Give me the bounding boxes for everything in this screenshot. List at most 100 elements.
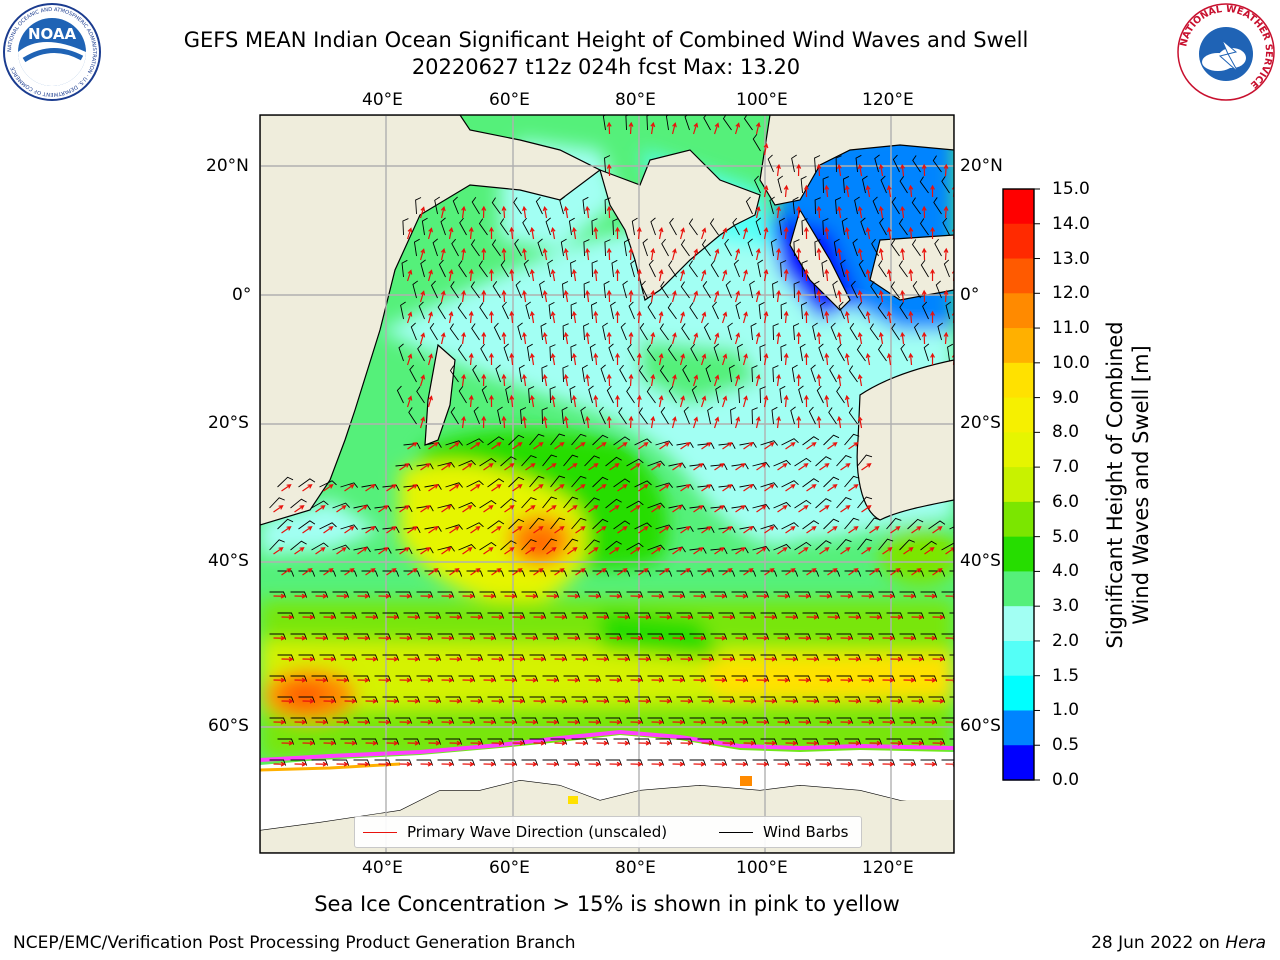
wave-direction-arrow — [900, 163, 906, 177]
wind-barb — [487, 478, 505, 488]
wind-barb — [403, 442, 421, 450]
wave-direction-arrow — [638, 526, 649, 534]
wave-direction-arrow — [281, 614, 294, 620]
wind-barb — [928, 738, 946, 745]
wave-direction-arrow — [840, 463, 851, 471]
wave-direction-arrow — [806, 698, 819, 704]
wind-barb — [353, 546, 371, 553]
wind-barb — [814, 155, 821, 173]
wave-direction-arrow — [441, 719, 454, 725]
wind-barb — [520, 407, 527, 425]
wind-barb — [731, 675, 749, 682]
wave-direction-arrow — [365, 484, 376, 492]
wind-barb — [935, 280, 942, 299]
wind-barb — [528, 386, 535, 404]
wave-direction-arrow — [848, 614, 861, 620]
wave-direction-arrow — [628, 247, 634, 261]
wave-direction-arrow — [365, 614, 378, 620]
wave-direction-arrow — [924, 635, 937, 641]
wave-direction-arrow — [294, 761, 307, 767]
wave-direction-arrow — [525, 761, 538, 767]
wind-barb — [529, 475, 545, 488]
wind-barb — [529, 738, 547, 745]
wind-barb — [689, 591, 707, 598]
wind-barb — [877, 344, 887, 362]
wave-direction-arrow — [509, 226, 515, 240]
wave-direction-arrow — [567, 593, 580, 599]
wave-direction-arrow — [756, 677, 769, 683]
wave-direction-arrow — [714, 505, 725, 513]
wave-direction-arrow — [563, 415, 569, 429]
wave-direction-arrow — [650, 121, 656, 135]
wave-direction-arrow — [930, 352, 935, 366]
wind-barb — [604, 239, 611, 257]
wave-direction-arrow — [563, 331, 569, 345]
wind-barb — [683, 406, 690, 425]
wind-barb — [802, 612, 820, 619]
wave-direction-arrow — [470, 526, 481, 534]
colorbar-swatch — [1003, 258, 1034, 294]
wind-barb — [563, 538, 579, 551]
wind-barb — [730, 407, 737, 425]
wave-direction-arrow — [806, 740, 819, 746]
wind-barb — [290, 591, 308, 598]
wind-barb — [269, 633, 287, 640]
wind-barb — [424, 738, 442, 745]
wave-direction-arrow — [636, 226, 642, 240]
wave-direction-arrow — [679, 395, 685, 408]
wave-direction-arrow — [882, 761, 895, 767]
wave-direction-arrow — [836, 331, 842, 345]
wave-direction-arrow — [816, 415, 822, 429]
wave-direction-arrow — [827, 526, 838, 534]
wind-barb — [290, 633, 308, 640]
wave-direction-arrow — [344, 614, 357, 620]
wind-barb — [550, 738, 568, 745]
wave-direction-arrow — [462, 719, 475, 725]
wind-barb — [668, 675, 686, 682]
wave-direction-arrow — [504, 677, 517, 683]
wind-barb — [793, 281, 800, 299]
wave-direction-arrow — [900, 289, 906, 303]
wave-direction-arrow — [546, 505, 557, 513]
wave-direction-arrow — [869, 614, 882, 620]
wind-barb — [855, 154, 862, 173]
wave-direction-arrow — [365, 740, 378, 746]
legend-item-wind-barbs: Wind Barbs — [719, 823, 848, 841]
wind-barb — [571, 696, 589, 703]
wind-barb — [550, 433, 566, 446]
wave-direction-arrow — [550, 268, 556, 282]
wind-barb — [928, 654, 946, 661]
colorbar-swatch — [1003, 675, 1034, 712]
wave-direction-arrow — [468, 268, 474, 282]
top-lon-label-100e: 100°E — [736, 90, 788, 110]
nws-logo: NATIONAL WEATHER SERVICE — [1177, 3, 1275, 101]
wave-direction-arrow — [441, 547, 452, 555]
footer-host: Hera — [1225, 933, 1266, 953]
wind-barb — [374, 591, 392, 598]
left-lat-label-0: 0° — [232, 285, 252, 305]
wind-barb — [676, 654, 694, 661]
wave-direction-arrow — [908, 226, 914, 240]
wave-direction-arrow — [575, 442, 586, 450]
wave-direction-arrow — [816, 163, 822, 177]
wind-barb — [669, 217, 677, 236]
wave-direction-arrow — [903, 635, 916, 641]
left-lat-label-40s: 40°S — [208, 551, 249, 571]
wind-barb — [277, 654, 295, 661]
wave-direction-arrow — [470, 698, 483, 704]
wind-barb — [655, 696, 673, 703]
wind-barb — [865, 570, 883, 577]
wave-direction-arrow — [900, 247, 906, 261]
wave-direction-arrow — [693, 635, 706, 641]
wind-barb — [440, 217, 446, 236]
wave-direction-arrow — [721, 311, 728, 324]
colorbar-swatch — [1003, 745, 1034, 781]
wind-barb — [941, 591, 954, 593]
wave-direction-arrow — [427, 227, 433, 240]
wind-barb — [844, 696, 862, 703]
wind-barb — [610, 301, 616, 320]
wind-barb — [634, 438, 652, 446]
wind-barb — [800, 302, 808, 320]
wave-direction-arrow — [407, 484, 418, 492]
wave-direction-arrow — [419, 332, 426, 345]
